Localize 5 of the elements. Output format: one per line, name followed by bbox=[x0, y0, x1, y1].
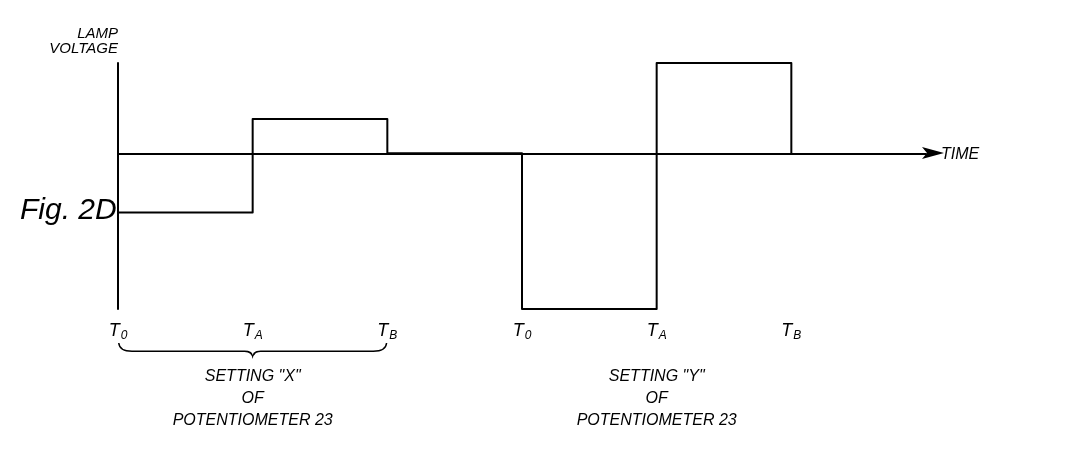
text: SETTING "Y" OF POTENTIOMETER 23 bbox=[576, 366, 737, 428]
text: SETTING "X" OF POTENTIOMETER 23 bbox=[172, 366, 333, 428]
caption: Fig. 2D bbox=[20, 191, 117, 225]
y-axis-title: LAMP VOLTAGE bbox=[49, 24, 119, 56]
x-axis-title: TIME bbox=[941, 144, 980, 162]
